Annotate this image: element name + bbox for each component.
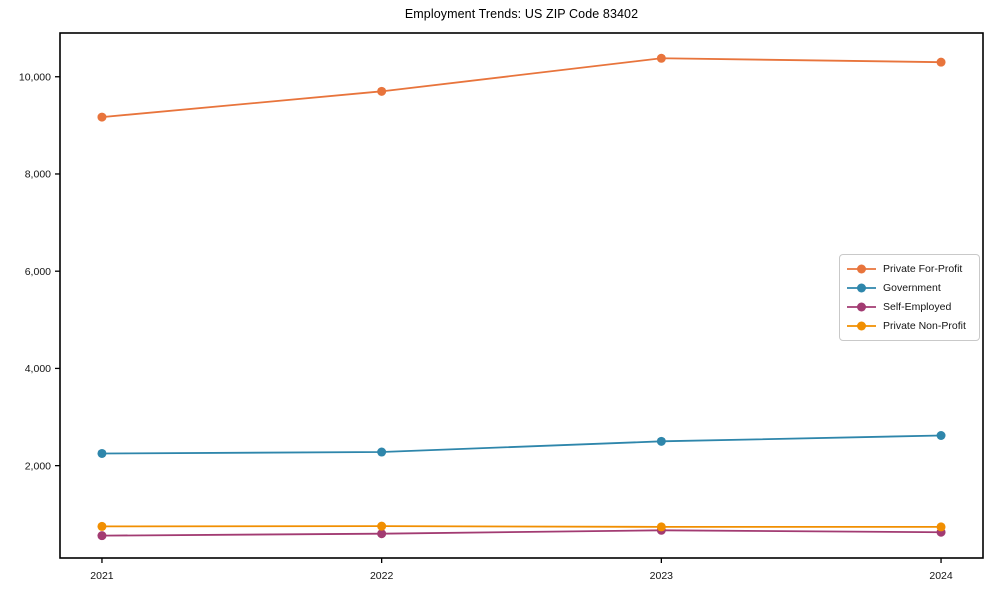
legend-line-marker-icon [847,302,876,312]
y-axis-tick-label: 6,000 [25,266,51,278]
data-point-marker [656,436,666,446]
legend-item: Private For-Profit [846,259,973,278]
legend-label: Self-Employed [883,301,952,314]
series-line [101,57,942,118]
data-point-marker [377,86,387,96]
data-point-marker [377,521,387,531]
legend: Private For-Profit Government Self-Employe… [839,254,980,341]
data-point-marker [936,431,946,440]
series-line [101,525,942,528]
data-point-marker [97,448,107,458]
data-point-marker [97,531,107,541]
x-axis-tick-label: 2023 [650,570,674,582]
legend-item: Self-Employed [846,298,973,317]
legend-line-marker-icon [847,321,876,331]
x-axis-tick-label: 2024 [929,570,953,582]
data-point-marker [936,522,946,532]
legend-label: Private Non-Profit [883,320,966,333]
data-point-marker [97,112,107,122]
chart-title: Employment Trends: US ZIP Code 83402 [404,7,639,21]
series-line [101,434,942,455]
data-point-marker [656,53,666,63]
legend-line-marker-icon [847,264,876,274]
legend-line-marker-icon [847,283,876,293]
x-axis-tick-label: 2021 [90,570,114,582]
y-axis-tick-label: 2,000 [25,460,51,472]
data-point-marker [936,57,946,67]
legend-label: Government [883,281,941,294]
series-line [101,529,942,537]
data-point-marker [377,529,387,539]
legend-label: Private For-Profit [883,262,963,275]
plot-frame [59,32,984,559]
data-point-marker [656,522,666,532]
data-point-marker [97,521,107,531]
legend-item: Private Non-Profit [846,317,973,336]
x-axis-tick-label: 2022 [370,570,394,582]
y-axis-tick-label: 4,000 [25,363,51,375]
legend-item: Government [846,278,973,297]
y-axis-tick-label: 10,000 [19,71,51,83]
data-point-marker [377,447,387,457]
y-axis-tick-label: 8,000 [25,169,51,181]
